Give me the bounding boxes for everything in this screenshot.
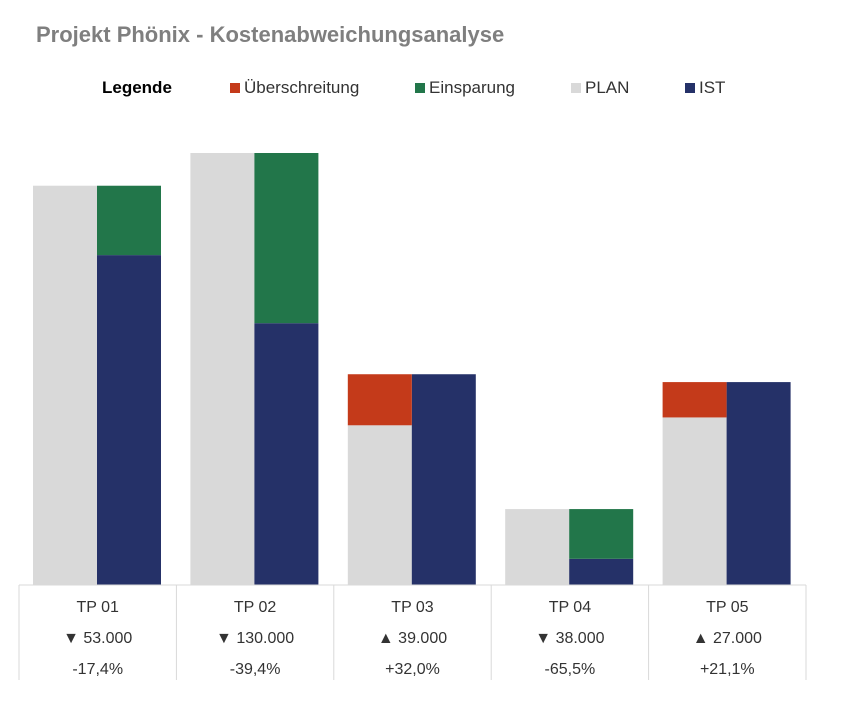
- legend-label-savings: Einsparung: [429, 78, 516, 97]
- legend-label-plan: PLAN: [585, 78, 630, 97]
- legend-swatch-savings: [415, 83, 425, 93]
- legend-label-overrun: Überschreitung: [244, 78, 360, 97]
- deviation-label: ▲ 39.000: [378, 630, 447, 647]
- deviation-label: ▲ 27.000: [693, 630, 762, 647]
- plan-bar: [662, 417, 727, 585]
- ist-bar: [254, 323, 319, 585]
- deviation-label: ▼ 38.000: [535, 630, 604, 647]
- savings-segment: [254, 153, 319, 324]
- chart-title: Projekt Phönix - Kostenabweichungsanalys…: [36, 22, 505, 47]
- percent-label: -65,5%: [545, 661, 596, 678]
- legend-label-actual: IST: [699, 78, 726, 97]
- legend-item-actual: IST: [685, 78, 725, 98]
- overrun-segment: [347, 374, 412, 426]
- ist-bar: [569, 558, 634, 585]
- legend-item-overrun: Überschreitung: [230, 78, 359, 98]
- percent-label: -17,4%: [72, 661, 123, 678]
- category-label: TP 02: [234, 599, 277, 616]
- plan-bar: [505, 509, 570, 585]
- ist-bar: [411, 374, 476, 585]
- legend-item-savings: Einsparung: [415, 78, 515, 98]
- percent-label: +32,0%: [385, 661, 440, 678]
- ist-bar: [97, 255, 161, 586]
- legend: Legende Überschreitung Einsparung PLAN I…: [0, 78, 845, 98]
- legend-swatch-actual: [685, 83, 695, 93]
- category-label: TP 04: [549, 599, 592, 616]
- percent-label: -39,4%: [230, 661, 281, 678]
- legend-swatch-plan: [571, 83, 581, 93]
- legend-title: Legende: [102, 78, 172, 97]
- plan-bar: [190, 153, 255, 585]
- category-label: TP 01: [76, 599, 119, 616]
- plan-bar: [33, 185, 97, 585]
- savings-segment: [97, 185, 161, 256]
- legend-item-plan: PLAN: [571, 78, 629, 98]
- savings-segment: [569, 509, 634, 559]
- deviation-label: ▼ 130.000: [216, 630, 294, 647]
- category-label: TP 05: [706, 599, 749, 616]
- percent-label: +21,1%: [700, 661, 755, 678]
- ist-bar: [726, 382, 791, 585]
- overrun-segment: [662, 382, 727, 418]
- deviation-label: ▼ 53.000: [63, 630, 132, 647]
- category-label: TP 03: [391, 599, 434, 616]
- legend-swatch-overrun: [230, 83, 240, 93]
- plan-bar: [347, 425, 412, 585]
